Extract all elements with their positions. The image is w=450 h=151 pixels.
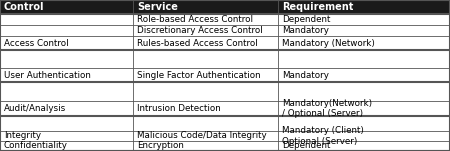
Text: Mandatory (Client)
Optional (Server): Mandatory (Client) Optional (Server) (282, 126, 364, 146)
Text: Audit/Analysis: Audit/Analysis (4, 104, 66, 113)
Text: Mandatory(Network)
/ Optional (Server): Mandatory(Network) / Optional (Server) (282, 99, 372, 118)
Text: Mandatory (Network): Mandatory (Network) (282, 39, 375, 48)
Bar (0, 0, 450, 14)
Text: Mandatory: Mandatory (282, 71, 329, 79)
Text: Single Factor Authentication: Single Factor Authentication (137, 71, 261, 79)
Text: Dependent: Dependent (282, 15, 330, 24)
Text: Dependent: Dependent (282, 141, 330, 151)
Text: User Authentication: User Authentication (4, 71, 91, 79)
Text: Role-based Access Control: Role-based Access Control (137, 15, 253, 24)
Text: Intrusion Detection: Intrusion Detection (137, 104, 221, 113)
Text: Rules-based Access Control: Rules-based Access Control (137, 39, 258, 48)
Text: Access Control: Access Control (4, 39, 68, 48)
Text: Mandatory: Mandatory (282, 26, 329, 35)
Text: Requirement: Requirement (282, 2, 353, 12)
Text: Control: Control (4, 2, 45, 12)
Text: Malicious Code/Data Integrity: Malicious Code/Data Integrity (137, 132, 266, 140)
Text: Encryption: Encryption (137, 141, 184, 151)
Text: Discretionary Access Control: Discretionary Access Control (137, 26, 263, 35)
Text: Service: Service (137, 2, 178, 12)
Text: Confidentiality: Confidentiality (4, 141, 68, 151)
Text: Integrity: Integrity (4, 132, 41, 140)
